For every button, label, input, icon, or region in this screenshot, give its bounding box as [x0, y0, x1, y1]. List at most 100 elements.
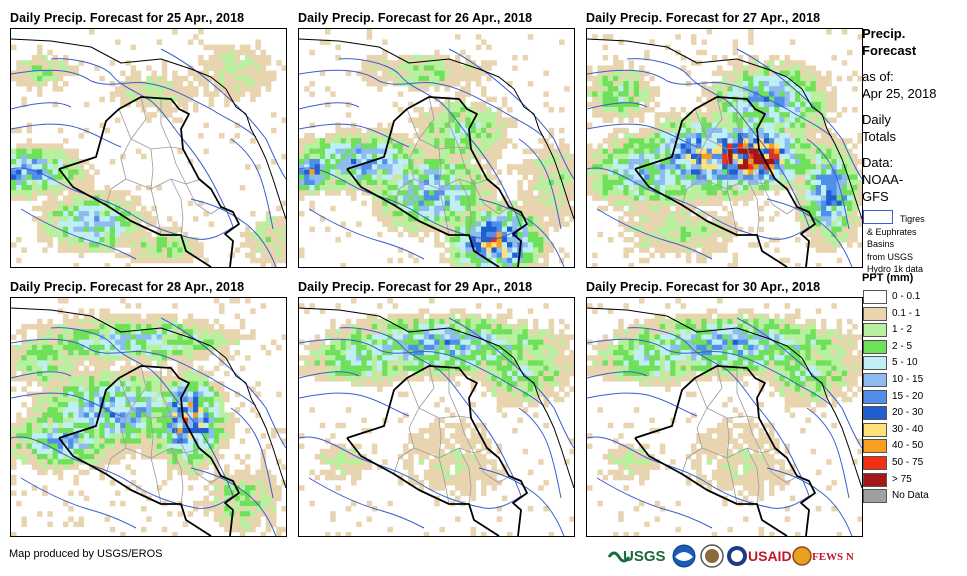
country-border — [11, 38, 227, 90]
data-source: Data: NOAA- GFS — [862, 154, 962, 205]
data-label: Data: — [862, 155, 894, 170]
legend-label: > 75 — [892, 473, 912, 485]
province-boundary — [746, 146, 778, 185]
basin-boundary — [766, 467, 853, 536]
iraq-border — [634, 365, 816, 536]
legend-label: 30 - 40 — [892, 423, 924, 435]
basin-boundary — [11, 69, 257, 138]
basin-boundary — [160, 317, 286, 449]
basin-boundary — [299, 392, 410, 417]
province-boundary — [458, 415, 490, 454]
basin-boundary — [299, 69, 545, 138]
province-boundary — [736, 99, 748, 148]
province-boundary — [726, 148, 730, 190]
basin-boundary — [11, 436, 234, 509]
basin-boundary — [50, 58, 234, 228]
precip-grid — [11, 29, 286, 267]
basin-boundary — [20, 208, 137, 260]
precip-grid — [299, 29, 574, 267]
country-border — [225, 88, 286, 220]
precip-grid — [587, 298, 862, 536]
basin-boundary — [478, 198, 565, 267]
doi-seal — [700, 544, 724, 568]
legend-swatch — [863, 489, 887, 504]
panel-title: Daily Precip. Forecast for 27 Apr., 2018 — [586, 11, 821, 25]
province-boundary — [726, 417, 730, 459]
legend-item: 2 - 5 — [862, 339, 962, 356]
legend-item: > 75 — [862, 472, 962, 489]
iraq-border — [58, 365, 240, 536]
forecast-map — [10, 297, 287, 537]
country-border — [11, 307, 227, 359]
fews-net-logo: FEWS NET — [792, 546, 854, 566]
basin-boundary — [11, 167, 234, 240]
province-boundary — [170, 415, 202, 454]
basin-boundary — [190, 467, 277, 536]
country-border — [225, 357, 286, 489]
legend-label: 0.1 - 1 — [892, 307, 921, 319]
sidebar-title-line: Precip. — [862, 26, 906, 41]
basin-boundary — [11, 102, 72, 110]
legend-swatch — [863, 389, 887, 404]
basin-text-line: from USGS — [867, 251, 914, 262]
province-boundary — [438, 188, 450, 236]
province-boundary — [120, 138, 187, 190]
province-boundary — [458, 447, 472, 505]
country-border — [513, 88, 574, 220]
basin-boundary — [736, 317, 862, 449]
basin-boundary — [230, 407, 274, 499]
province-boundary — [130, 365, 147, 409]
usgs-logo-text: USGS — [623, 548, 666, 565]
noaa-logo — [672, 544, 696, 568]
basin-boundary — [587, 123, 698, 148]
panel-title: Daily Precip. Forecast for 30 Apr., 2018 — [586, 280, 821, 294]
province-boundary — [696, 138, 763, 190]
iraq-border — [58, 96, 240, 267]
basin-boundary — [626, 58, 810, 228]
sidebar-title: Precip. Forecast — [862, 25, 962, 59]
basin-boundary — [338, 327, 522, 497]
province-boundary — [418, 365, 435, 409]
province-boundary — [473, 183, 510, 215]
legend-label: 10 - 15 — [892, 373, 924, 385]
map-canvas — [11, 298, 286, 536]
agency-logos: USGS USAID FEWS NET — [607, 543, 854, 569]
legend-item: 50 - 75 — [862, 455, 962, 472]
province-boundary — [696, 407, 763, 459]
forecast-map — [586, 28, 863, 268]
basin-boundary — [587, 69, 833, 138]
province-boundary — [438, 417, 442, 459]
province-boundary — [726, 457, 738, 505]
legend-item: 40 - 50 — [862, 438, 962, 455]
province-boundary — [736, 368, 748, 417]
basin-text-line: Basins — [867, 239, 895, 249]
province-boundary — [185, 452, 222, 484]
basin-boundary — [11, 392, 122, 417]
basin-boundary — [587, 371, 648, 379]
daily-totals-label: Daily Totals — [862, 111, 962, 145]
province-boundary — [393, 178, 415, 206]
map-canvas — [299, 298, 574, 536]
basin-boundary — [230, 138, 274, 230]
basin-boundary — [50, 327, 234, 497]
basin-boundary — [587, 392, 698, 417]
province-boundary — [170, 146, 202, 185]
province-boundary — [393, 447, 415, 475]
basin-boundary — [518, 138, 562, 230]
basin-boundary — [736, 48, 862, 180]
basin-boundary — [806, 138, 850, 230]
legend-swatch — [863, 439, 887, 454]
province-boundary — [448, 368, 460, 417]
basin-boundary — [190, 198, 277, 267]
iraq-border — [634, 96, 816, 267]
basin-boundary — [596, 208, 713, 260]
basin-text-line: Hydro 1k data — [867, 264, 924, 274]
province-boundary — [681, 447, 703, 475]
province-boundary — [150, 188, 162, 236]
legend-swatch — [863, 472, 887, 487]
legend-item: 20 - 30 — [862, 405, 962, 422]
iraq-border — [346, 365, 528, 536]
country-border — [299, 38, 515, 90]
panel-title: Daily Precip. Forecast for 25 Apr., 2018 — [10, 11, 245, 25]
legend-label: 40 - 50 — [892, 440, 924, 452]
